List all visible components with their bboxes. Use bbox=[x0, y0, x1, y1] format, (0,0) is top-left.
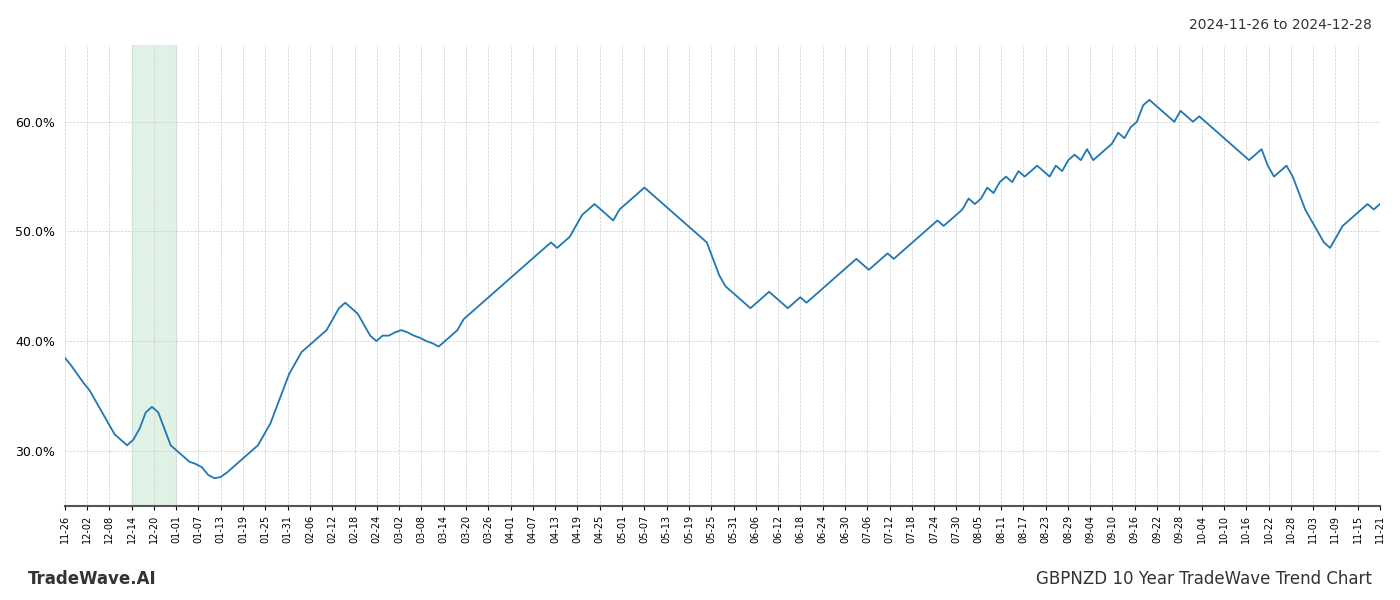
Text: 2024-11-26 to 2024-12-28: 2024-11-26 to 2024-12-28 bbox=[1189, 18, 1372, 32]
Text: GBPNZD 10 Year TradeWave Trend Chart: GBPNZD 10 Year TradeWave Trend Chart bbox=[1036, 570, 1372, 588]
Text: TradeWave.AI: TradeWave.AI bbox=[28, 570, 157, 588]
Bar bbox=[132, 45, 176, 506]
